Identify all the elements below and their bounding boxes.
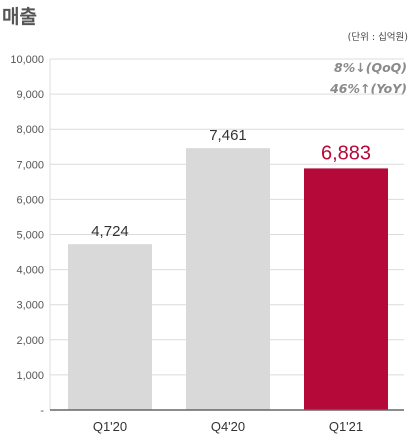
x-category-label: Q1'20 — [93, 419, 127, 434]
y-tick-label: - — [40, 405, 44, 417]
y-tick-label: 3,000 — [16, 300, 44, 312]
chart-title: 매출 — [2, 6, 37, 28]
yoy-growth-annotation: 46%↑(YoY) — [330, 81, 407, 96]
bar-value-label: 6,883 — [321, 142, 371, 164]
x-category-label: Q1'21 — [329, 419, 363, 434]
bar-value-label: 4,724 — [91, 223, 129, 240]
bar — [68, 244, 152, 410]
bar — [186, 148, 270, 410]
y-tick-label: 7,000 — [16, 159, 44, 171]
y-tick-label: 10,000 — [10, 54, 44, 66]
unit-note: (단위 : 십억원) — [347, 32, 408, 43]
y-tick-label: 9,000 — [16, 89, 44, 101]
y-tick-label: 1,000 — [16, 370, 44, 382]
y-tick-label: 6,000 — [16, 194, 44, 206]
qoq-growth-annotation: 8%↓(QoQ) — [334, 60, 407, 75]
bar-value-label: 7,461 — [209, 127, 247, 144]
bar — [304, 168, 388, 410]
y-tick-label: 2,000 — [16, 335, 44, 347]
y-tick-label: 8,000 — [16, 124, 44, 136]
y-tick-label: 5,000 — [16, 230, 44, 242]
x-category-label: Q4'20 — [211, 419, 245, 434]
y-tick-label: 4,000 — [16, 265, 44, 277]
